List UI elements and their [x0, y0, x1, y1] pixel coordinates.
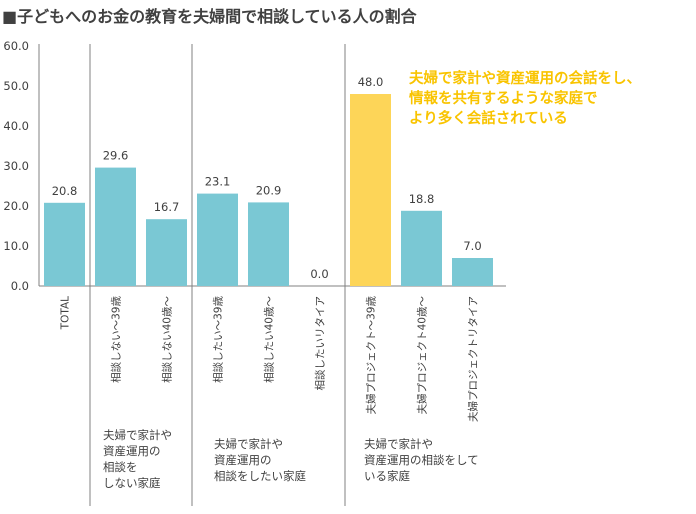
- group-label: 資産運用の相談をして: [364, 453, 479, 467]
- data-label: 20.8: [52, 184, 78, 198]
- data-label: 23.1: [205, 175, 231, 189]
- y-tick-label: 20.0: [3, 199, 29, 213]
- group-label: いる家庭: [364, 469, 410, 483]
- chart-title: ■子どもへのお金の教育を夫婦間で相談している人の割合: [2, 7, 418, 26]
- group-label: 相談をしたい家庭: [214, 469, 306, 483]
- bar: [452, 258, 493, 286]
- category-label: 相談したい～39歳: [212, 296, 225, 383]
- group-label: 夫婦で家計や: [364, 437, 433, 451]
- bar: [95, 167, 136, 286]
- group-label: 資産運用の: [103, 444, 161, 458]
- annotation-text: 夫婦で家計や資産運用の会話をし、: [409, 69, 641, 87]
- category-label: 夫婦プロジェクトリタイア: [468, 296, 480, 422]
- y-tick-label: 30.0: [3, 159, 29, 173]
- y-tick-label: 60.0: [3, 39, 29, 53]
- annotation-text: 情報を共有するような家庭で: [409, 89, 598, 107]
- y-tick-label: 40.0: [3, 119, 29, 133]
- y-tick-label: 50.0: [3, 79, 29, 93]
- category-label: 相談しない～39歳: [110, 296, 123, 383]
- data-label: 7.0: [463, 239, 481, 253]
- category-label: 相談したいリタイア: [314, 296, 327, 391]
- data-label: 29.6: [103, 149, 129, 163]
- data-label: 48.0: [358, 75, 384, 89]
- y-tick-label: 10.0: [3, 239, 29, 253]
- annotation-text: より多く会話されている: [409, 109, 568, 127]
- category-label: 相談しない40歳～: [161, 296, 174, 383]
- bar: [401, 210, 442, 286]
- data-label: 18.8: [409, 192, 435, 206]
- category-label: 夫婦プロジェクト～39歳: [366, 296, 378, 415]
- group-label: 相談を: [103, 460, 138, 474]
- bar: [146, 219, 187, 286]
- bar: [350, 94, 391, 286]
- category-label: 相談したい40歳～: [263, 296, 276, 383]
- group-label: 資産運用の: [214, 453, 272, 467]
- group-label: 夫婦で家計や: [214, 437, 283, 451]
- group-label: 夫婦で家計や: [103, 428, 172, 442]
- group-label: しない家庭: [103, 476, 161, 490]
- data-label: 16.7: [154, 200, 180, 214]
- data-label: 0.0: [310, 267, 328, 281]
- data-label: 20.9: [256, 183, 282, 197]
- y-tick-label: 0.0: [11, 279, 29, 293]
- category-label: 夫婦プロジェクト40歳～: [417, 296, 429, 415]
- bar: [248, 202, 289, 286]
- bar: [197, 193, 238, 286]
- bar: [44, 202, 85, 286]
- category-label: TOTAL: [60, 296, 72, 330]
